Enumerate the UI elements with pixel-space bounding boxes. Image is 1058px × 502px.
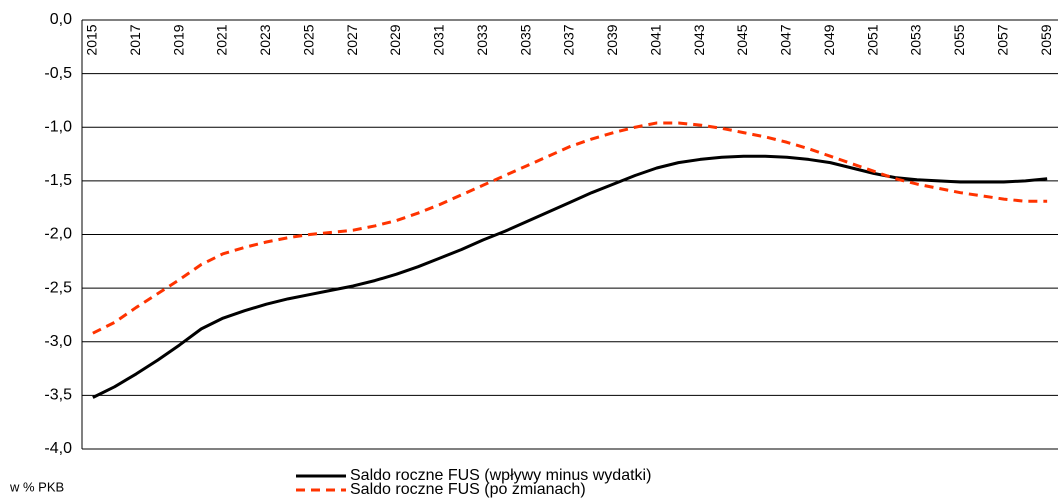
x-tick-label: 2019 xyxy=(170,24,186,55)
x-tick-label: 2057 xyxy=(994,24,1010,55)
x-tick-label: 2015 xyxy=(84,24,100,55)
x-tick-label: 2035 xyxy=(517,24,533,55)
x-tick-label: 2029 xyxy=(387,24,403,55)
x-tick-label: 2059 xyxy=(1038,24,1054,55)
y-tick-label: -1,5 xyxy=(44,172,72,189)
x-tick-label: 2025 xyxy=(300,24,316,55)
y-tick-label: 0,0 xyxy=(50,11,72,28)
series-line xyxy=(92,154,1048,399)
legend-label: Saldo roczne FUS (po zmianach) xyxy=(350,481,586,498)
legend-label: Saldo roczne FUS (wpływy minus wydatki) xyxy=(350,467,651,484)
x-tick-label: 2049 xyxy=(821,24,837,55)
y-axis-label: w % PKB xyxy=(9,479,64,494)
y-tick-label: -2,5 xyxy=(44,279,72,296)
x-tick-label: 2017 xyxy=(127,24,143,55)
x-tick-label: 2055 xyxy=(951,24,967,55)
y-tick-label: -1,0 xyxy=(44,118,72,135)
y-tick-label: -0,5 xyxy=(44,65,72,82)
x-tick-label: 2023 xyxy=(257,24,273,55)
x-tick-label: 2037 xyxy=(561,24,577,55)
x-tick-label: 2047 xyxy=(778,24,794,55)
x-tick-label: 2033 xyxy=(474,24,490,55)
x-tick-label: 2051 xyxy=(864,24,880,55)
x-tick-label: 2039 xyxy=(604,24,620,55)
x-tick-label: 2041 xyxy=(647,24,663,55)
x-tick-label: 2043 xyxy=(691,24,707,55)
x-tick-label: 2045 xyxy=(734,24,750,55)
series-line xyxy=(92,121,1048,335)
x-tick-label: 2031 xyxy=(431,24,447,55)
x-tick-label: 2053 xyxy=(908,24,924,55)
y-tick-label: -3,5 xyxy=(44,387,72,404)
x-tick-label: 2021 xyxy=(214,24,230,55)
y-tick-label: -2,0 xyxy=(44,226,72,243)
y-tick-label: -4,0 xyxy=(44,440,72,457)
x-tick-label: 2027 xyxy=(344,24,360,55)
y-tick-label: -3,0 xyxy=(44,333,72,350)
